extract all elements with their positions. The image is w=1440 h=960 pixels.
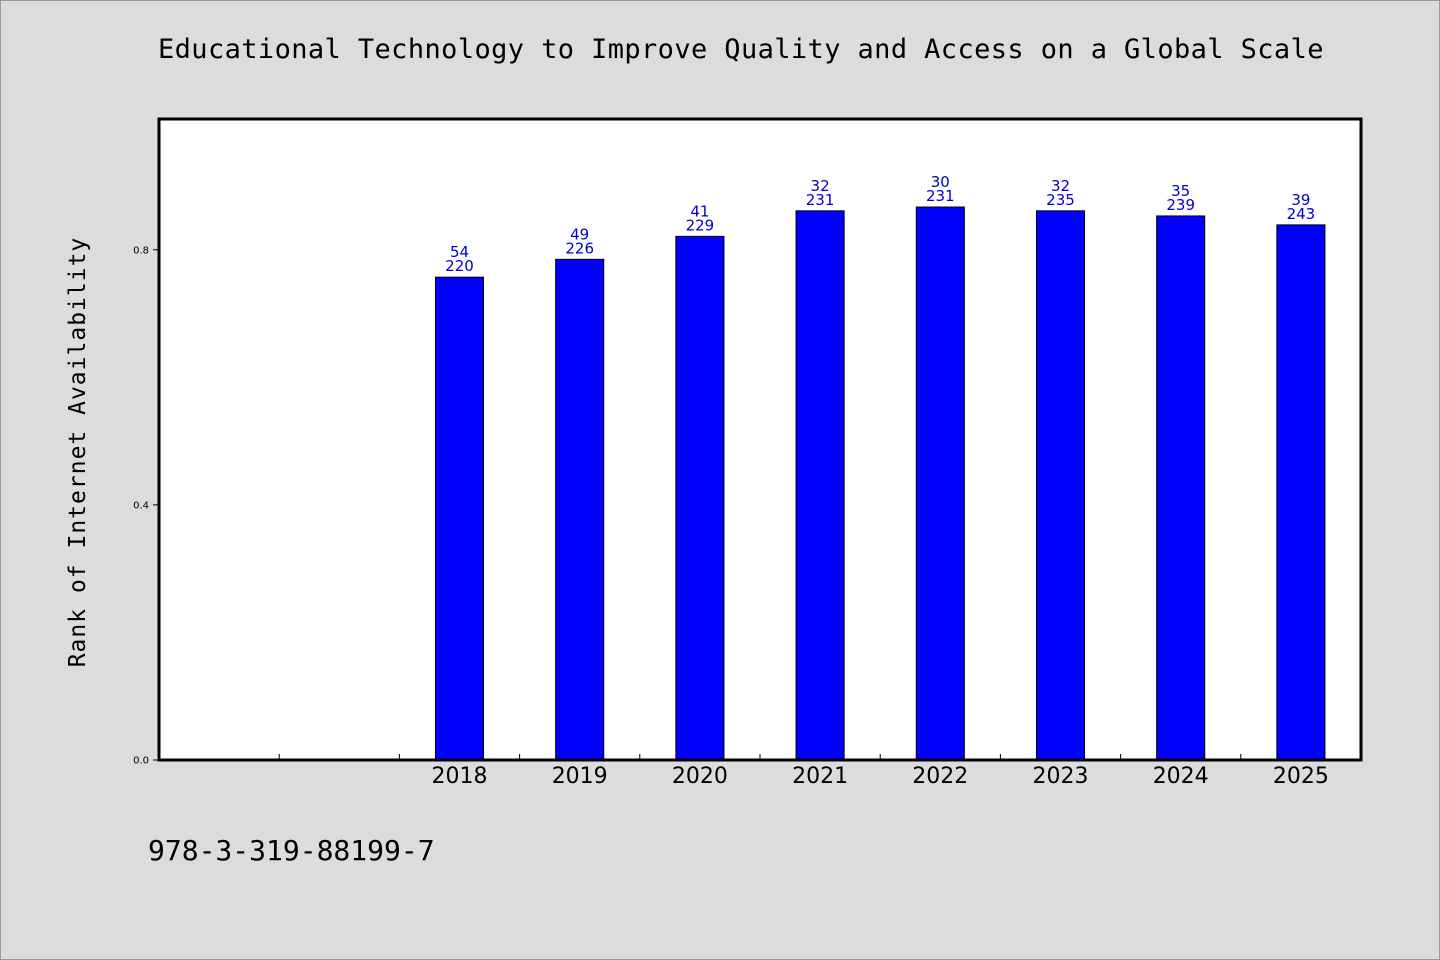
bar-2019: [555, 258, 605, 761]
data-label-top: 41: [690, 202, 709, 220]
y-axis-ticks: 0.0 0.4 0.8: [133, 245, 159, 767]
data-label-top: 49: [570, 225, 589, 243]
data-label-bottom: 220: [445, 257, 474, 275]
chart-title: Educational Technology to Improve Qualit…: [158, 34, 1324, 65]
data-label-bottom: 239: [1166, 196, 1195, 214]
data-label-top: 30: [931, 173, 950, 191]
y-tick-label: 0.0: [133, 756, 149, 767]
x-tick-label: 2018: [432, 764, 488, 789]
bar-2022: [915, 206, 965, 761]
bar-2020: [675, 235, 725, 761]
bar-series: [434, 206, 1326, 761]
x-tick-label: 2019: [552, 764, 608, 789]
x-tick-label: 2021: [792, 764, 848, 789]
y-tick-label: 0.4: [133, 500, 149, 511]
data-label-top: 35: [1171, 182, 1190, 200]
x-tick-label: 2020: [672, 764, 728, 789]
data-label-top: 32: [811, 177, 830, 195]
data-label-bottom: 231: [926, 187, 955, 205]
plot-border: [157, 117, 1363, 762]
bar-2023: [1035, 210, 1086, 761]
data-label-top: 32: [1051, 177, 1070, 195]
y-tick-label: 0.8: [133, 245, 149, 256]
x-tick-label: 2024: [1153, 764, 1209, 789]
bar-2018: [434, 276, 485, 761]
x-tick-label: 2023: [1033, 764, 1089, 789]
x-tick-label: 2022: [912, 764, 968, 789]
data-label-bottom: 235: [1046, 191, 1075, 209]
data-label-bottom: 231: [806, 191, 835, 209]
data-label-top: 54: [450, 243, 469, 261]
bar-2025: [1276, 224, 1326, 761]
data-label-bottom: 226: [565, 239, 594, 257]
bar-2021: [795, 210, 845, 761]
x-axis-ticks: 2018 2019 2020 2021 2022 2023 2024 2025: [278, 754, 1329, 789]
data-label-bottom: 243: [1287, 205, 1316, 223]
data-label-top: 39: [1291, 191, 1310, 209]
bar-2024: [1156, 215, 1206, 761]
x-tick-label: 2025: [1273, 764, 1329, 789]
data-label-bottom: 229: [686, 216, 715, 234]
footer-isbn: 978-3-319-88199-7: [148, 834, 435, 867]
